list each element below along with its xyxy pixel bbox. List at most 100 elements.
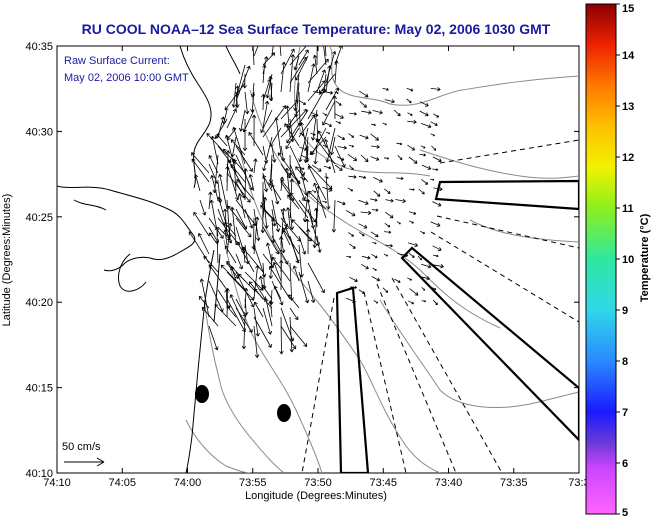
current-vector [235, 65, 251, 102]
current-vector [358, 175, 367, 179]
current-vector [285, 127, 300, 150]
current-vector [406, 87, 414, 92]
colorbar-tick-label: 15 [622, 3, 634, 15]
current-vector [384, 99, 395, 104]
current-vector [310, 132, 316, 136]
current-vector [299, 132, 305, 136]
current-vector [298, 235, 307, 255]
current-vector [271, 145, 277, 163]
current-vector [299, 100, 307, 105]
x-tick-label: 74:10 [43, 477, 71, 489]
current-vector [307, 262, 325, 294]
current-vector [316, 235, 322, 253]
current-vector [210, 175, 219, 201]
current-vector [313, 182, 327, 219]
current-vector [271, 184, 282, 201]
current-vector [224, 82, 246, 111]
current-vector [325, 131, 331, 135]
current-vector [323, 165, 332, 170]
current-vector [321, 73, 327, 94]
current-vector [253, 316, 272, 348]
current-vector [308, 190, 327, 210]
x-tick-label: 73:40 [435, 477, 463, 489]
current-vector [324, 139, 336, 174]
current-note-line2: May 02, 2006 10:00 GMT [64, 72, 189, 84]
y-axis: 40:35 40:30 40:25 40:20 40:15 40:10 [25, 41, 579, 480]
colorbar-tick-label: 10 [622, 254, 634, 266]
current-vector [279, 176, 285, 192]
current-vector [268, 163, 274, 184]
current-vector [199, 199, 207, 216]
current-vector [268, 253, 274, 279]
current-vector [236, 179, 255, 201]
current-vector [317, 130, 327, 147]
current-vector [349, 276, 358, 283]
current-vector [258, 275, 264, 291]
current-vector [316, 46, 318, 66]
current-vector [345, 210, 356, 217]
current-vector [229, 294, 246, 327]
current-vector [313, 90, 323, 95]
current-vector [361, 110, 372, 115]
current-vector [201, 306, 219, 327]
current-vector [421, 179, 429, 185]
current-vector [431, 145, 437, 151]
current-vector [433, 254, 439, 258]
current-vector [250, 91, 255, 113]
current-vector [299, 166, 305, 170]
current-vector [431, 287, 437, 291]
current-vector [271, 208, 277, 227]
current-vector [407, 277, 412, 281]
current-vector [285, 207, 291, 228]
current-vector [359, 101, 367, 108]
surface-current-vectors [188, 46, 444, 358]
colorbar-label: Temperature (°C) [639, 213, 651, 302]
current-vector [383, 253, 389, 257]
current-vector [235, 217, 252, 238]
current-vector [194, 174, 201, 192]
current-vector [323, 46, 327, 66]
current-vector [349, 112, 357, 116]
current-vector [311, 164, 322, 172]
current-vector [322, 186, 333, 192]
current-vector [243, 287, 249, 309]
current-vector [336, 156, 345, 161]
current-vector [370, 231, 379, 238]
current-vector [334, 113, 344, 119]
current-vector [421, 123, 432, 129]
current-vector [208, 163, 219, 184]
current-vector [314, 207, 319, 228]
current-note-line1: Raw Surface Current: [64, 55, 170, 67]
current-vector [226, 271, 255, 301]
current-vector [279, 46, 282, 57]
y-tick-label: 40:25 [25, 212, 53, 224]
current-vector [299, 176, 306, 181]
current-vector [248, 174, 255, 192]
current-vector [421, 263, 432, 269]
current-vector [396, 142, 403, 146]
current-vector [349, 243, 356, 249]
current-vector [407, 119, 417, 125]
colorbar [585, 3, 617, 515]
current-vector [280, 179, 291, 192]
x-tick-label: 73:35 [500, 477, 528, 489]
colorbar-tick-label: 6 [622, 458, 628, 470]
current-vector [432, 156, 442, 162]
current-vector [198, 295, 210, 309]
current-vector [274, 117, 282, 156]
current-vector [253, 288, 273, 309]
current-vector [248, 132, 264, 156]
current-vector [358, 90, 369, 98]
current-vector [262, 64, 267, 84]
current-vector [371, 144, 380, 149]
sector-box-east [434, 179, 579, 211]
current-vector [358, 223, 368, 229]
current-vector [226, 305, 237, 318]
x-axis-label: Longitude (Degrees:Minutes) [245, 490, 387, 502]
current-vector [347, 187, 354, 192]
current-vector [371, 208, 379, 212]
current-vector [271, 280, 284, 306]
current-vector [430, 121, 438, 126]
current-vector [293, 55, 300, 71]
current-vector [253, 46, 259, 57]
